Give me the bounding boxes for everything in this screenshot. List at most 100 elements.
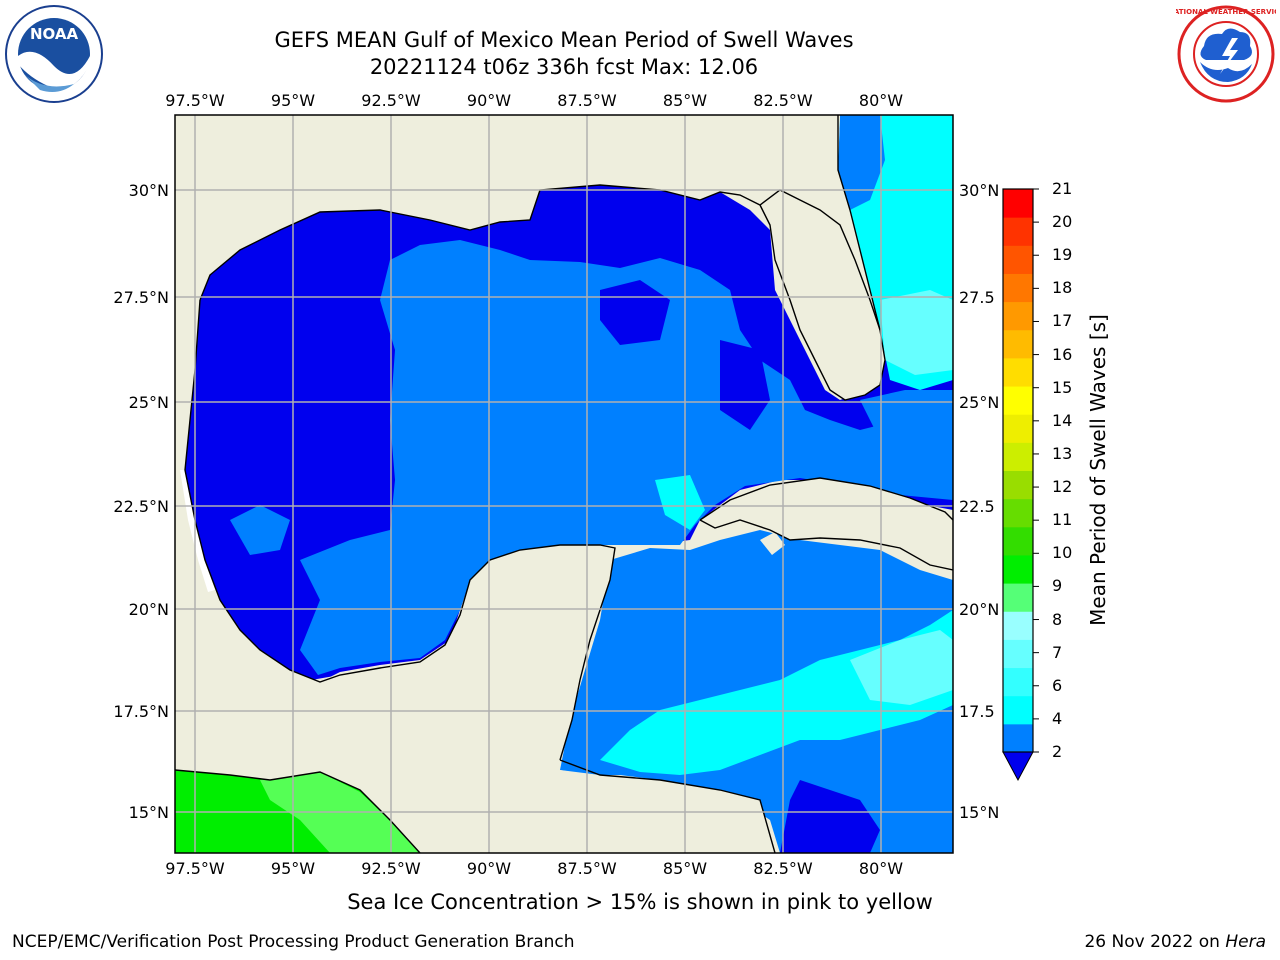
colorbar-segment — [1003, 611, 1033, 640]
colorbar-tick-label: 12 — [1052, 477, 1073, 497]
colorbar-tick-label: 11 — [1052, 510, 1073, 530]
colorbar-segment — [1003, 498, 1033, 528]
colorbar-frame — [1002, 188, 1034, 753]
us-gulf-coast-land — [175, 115, 850, 480]
colorbar-segment — [1003, 245, 1033, 274]
colorbar-segment — [1003, 357, 1033, 387]
lon-label-top: 82.5°W — [753, 91, 813, 110]
lat-label-right: 27.5 — [959, 288, 995, 307]
mid-water-patch-south — [230, 505, 290, 555]
colorbar-tick-label: 2 — [1052, 742, 1063, 761]
lon-label-bottom: 82.5°W — [753, 859, 813, 878]
sea-ice-note: Sea Ice Concentration > 15% is shown in … — [347, 890, 933, 914]
noaa-logo-text: NOAA — [30, 25, 79, 43]
lat-labels-right: 30°N 27.5 25°N 22.5 20°N 17.5 15°N — [959, 181, 999, 822]
lon-label-bottom: 90°W — [467, 859, 511, 878]
lon-label-top: 92.5°W — [361, 91, 421, 110]
lat-labels-left: 30°N 27.5°N 25°N 22.5°N 20°N 17.5°N 15°N — [113, 181, 169, 822]
lon-label-bottom: 92.5°W — [361, 859, 421, 878]
mexico-west-land — [175, 470, 320, 700]
national-weather-service-logo: NATIONAL WEATHER SERVICE — [1176, 5, 1276, 103]
colorbar-tick-marks — [1033, 188, 1039, 753]
lat-label-left: 20°N — [129, 600, 169, 619]
colorbar-segment — [1003, 583, 1033, 612]
colorbar-tick-label: 17 — [1052, 311, 1073, 331]
lon-label-bottom: 87.5°W — [557, 859, 617, 878]
lat-label-right: 20°N — [959, 600, 999, 619]
caribbean-dark-water — [780, 780, 880, 853]
colorbar-tick-label: 13 — [1052, 443, 1073, 463]
lat-label-left: 25°N — [129, 393, 169, 412]
lon-label-bottom: 95°W — [271, 859, 315, 878]
lat-label-right: 15°N — [959, 803, 999, 822]
lon-label-top: 95°W — [271, 91, 315, 110]
isle-of-youth — [760, 532, 785, 555]
colorbar-tick-label: 18 — [1052, 278, 1073, 298]
colorbar-segment — [1003, 723, 1033, 753]
colorbar-segment — [1003, 442, 1033, 471]
colorbar-tick-label: 15 — [1052, 377, 1073, 397]
colorbar-tick-label: 19 — [1052, 245, 1073, 265]
atlantic-lightcyan-patch — [880, 290, 953, 375]
lat-label-left: 30°N — [129, 181, 169, 200]
colorbar-segment — [1003, 667, 1033, 697]
colorbar-segment — [1003, 301, 1033, 331]
lat-label-left: 27.5°N — [113, 288, 169, 307]
florida-peninsula — [760, 190, 885, 400]
map-frame — [174, 114, 954, 854]
map-panel — [175, 115, 953, 853]
mexico-coastline — [184, 299, 616, 761]
noaa-logo: NOAA — [5, 5, 103, 103]
colorbar-tick-label: 14 — [1052, 410, 1073, 430]
colorbar-segment — [1003, 217, 1033, 246]
lon-label-top: 85°W — [663, 91, 707, 110]
colorbar-tick-label: 16 — [1052, 344, 1073, 364]
colorbar-extend-arrow — [1002, 751, 1034, 782]
lat-label-right: 17.5 — [959, 702, 995, 721]
lon-label-bottom: 80°W — [859, 859, 903, 878]
atlantic-mid-water — [838, 115, 885, 210]
colorbar-segment — [1003, 329, 1033, 359]
footer-credit: NCEP/EMC/Verification Post Processing Pr… — [12, 932, 575, 952]
colorbar-tick-label: 6 — [1052, 675, 1063, 695]
colorbar-tick-label: 9 — [1052, 576, 1063, 596]
colorbar-label: Mean Period of Swell Waves [s] — [1086, 314, 1110, 626]
lon-labels-top: 97.5°W 95°W 92.5°W 90°W 87.5°W 85°W 82.5… — [165, 91, 903, 110]
lon-label-top: 97.5°W — [165, 91, 225, 110]
footer-date-text: 26 Nov 2022 on — [1084, 932, 1226, 952]
colorbar-tick-label: 8 — [1052, 609, 1063, 629]
lat-label-left: 22.5°N — [113, 497, 169, 516]
cuba-island — [700, 478, 953, 570]
colorbar-segment — [1003, 639, 1033, 669]
colorbar-segment — [1003, 695, 1033, 725]
lon-label-top: 80°W — [859, 91, 903, 110]
lat-label-right: 22.5 — [959, 497, 995, 516]
lon-label-top: 87.5°W — [557, 91, 617, 110]
chart-title: GEFS MEAN Gulf of Mexico Mean Period of … — [274, 28, 854, 52]
footer-host: Hera — [1225, 932, 1266, 952]
yucatan-channel-cyan — [655, 475, 705, 530]
colorbar-tick-label: 4 — [1052, 708, 1063, 728]
gulf-mid-water — [300, 240, 953, 675]
colorbar-tick-label: 20 — [1052, 212, 1073, 232]
lon-labels-bottom: 97.5°W 95°W 92.5°W 90°W 87.5°W 85°W 82.5… — [165, 859, 903, 878]
cuba-coastline — [699, 477, 953, 571]
caribbean-cyan-water — [600, 610, 953, 775]
lat-label-left: 15°N — [129, 803, 169, 822]
colorbar-segment — [1003, 470, 1033, 500]
colorbar-tick-label: 21 — [1052, 179, 1073, 198]
colorbar-segment — [1003, 273, 1033, 303]
central-america-coastline — [559, 759, 776, 853]
colorbar-segment — [1003, 386, 1033, 415]
colorbar-segment — [1003, 189, 1033, 218]
nws-logo-text: NATIONAL WEATHER SERVICE — [1176, 8, 1276, 16]
dark-water-patch-east — [720, 340, 770, 430]
lat-label-left: 17.5°N — [113, 702, 169, 721]
lat-label-right: 30°N — [959, 181, 999, 200]
colorbar-segment — [1003, 554, 1033, 584]
chart-subtitle: 20221124 t06z 336h fcst Max: 12.06 — [369, 55, 759, 79]
pacific-coastline — [175, 769, 421, 853]
colorbar-segment — [1003, 526, 1033, 556]
gridlines — [175, 115, 953, 853]
